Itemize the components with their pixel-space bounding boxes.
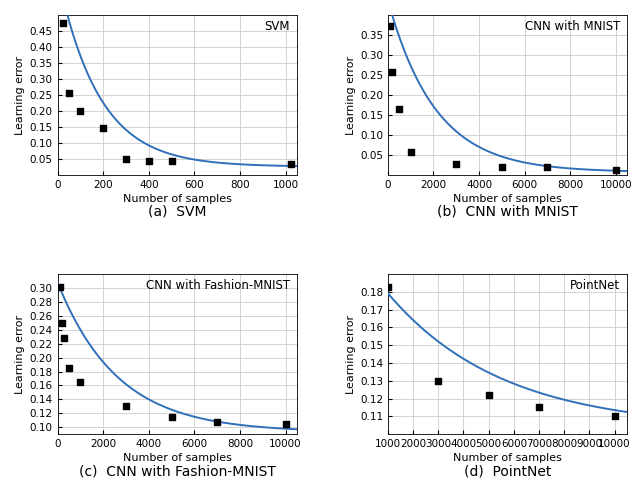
Point (542, 163, 552, 171)
Point (58, 19, 68, 27)
Point (484, 391, 494, 399)
Text: (d)  PointNet: (d) PointNet (464, 464, 551, 478)
Point (611, 166, 621, 174)
X-axis label: Number of samples: Number of samples (453, 194, 562, 204)
Point (166, 157, 177, 165)
X-axis label: Number of samples: Number of samples (123, 453, 232, 463)
Text: PointNet: PointNet (570, 279, 620, 292)
Point (280, 420, 291, 428)
Point (121, 155, 131, 163)
Text: SVM: SVM (264, 20, 290, 33)
Text: (b)  CNN with MNIST: (b) CNN with MNIST (437, 205, 578, 219)
Y-axis label: Learning error: Learning error (346, 314, 356, 394)
Point (143, 157, 154, 165)
Point (286, 160, 296, 168)
Point (64, 364, 74, 372)
Point (609, 412, 620, 420)
Point (451, 160, 461, 168)
Point (166, 413, 177, 421)
Point (55, 282, 65, 290)
Y-axis label: Learning error: Learning error (15, 314, 26, 394)
Point (497, 163, 507, 171)
Point (57, 319, 67, 327)
Text: (c)  CNN with Fashion-MNIST: (c) CNN with Fashion-MNIST (79, 464, 276, 478)
Point (64, 89, 74, 97)
Point (387, 68, 397, 76)
Y-axis label: Learning error: Learning error (346, 55, 356, 135)
Point (76, 107, 86, 115)
Y-axis label: Learning error: Learning error (15, 55, 26, 135)
Point (385, 22, 396, 30)
Point (212, 418, 222, 426)
Point (60, 334, 70, 342)
Point (121, 402, 131, 410)
Text: CNN with MNIST: CNN with MNIST (525, 20, 620, 33)
Point (406, 148, 416, 156)
Point (394, 105, 404, 113)
Text: (a)  SVM: (a) SVM (148, 205, 207, 219)
Point (534, 404, 544, 412)
X-axis label: Number of samples: Number of samples (123, 194, 232, 204)
Point (76, 378, 86, 386)
Point (98, 124, 108, 132)
Point (433, 377, 444, 385)
Point (383, 282, 393, 290)
X-axis label: Number of samples: Number of samples (453, 453, 562, 463)
Text: CNN with Fashion-MNIST: CNN with Fashion-MNIST (146, 279, 290, 292)
